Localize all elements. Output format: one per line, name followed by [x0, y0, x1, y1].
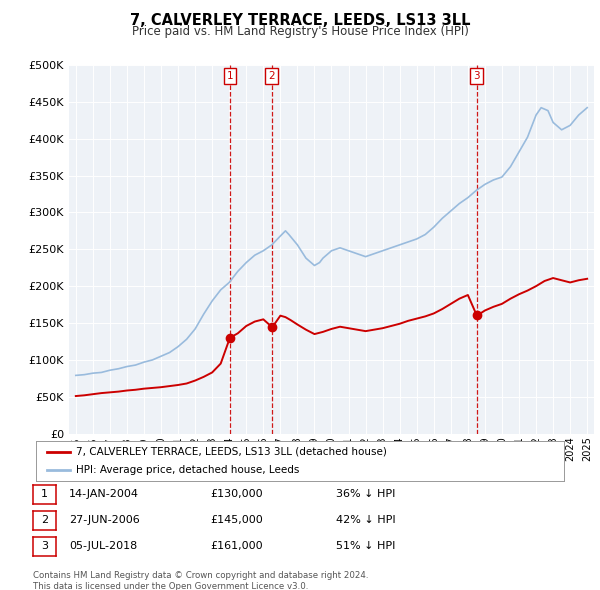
Text: 3: 3 [41, 542, 48, 551]
Text: Contains HM Land Registry data © Crown copyright and database right 2024.
This d: Contains HM Land Registry data © Crown c… [33, 571, 368, 590]
Text: £130,000: £130,000 [210, 490, 263, 499]
Text: 3: 3 [473, 71, 480, 81]
Text: 1: 1 [227, 71, 233, 81]
Text: 2: 2 [41, 516, 48, 525]
Text: 7, CALVERLEY TERRACE, LEEDS, LS13 3LL (detached house): 7, CALVERLEY TERRACE, LEEDS, LS13 3LL (d… [76, 447, 386, 457]
Text: 27-JUN-2006: 27-JUN-2006 [69, 516, 140, 525]
Text: 42% ↓ HPI: 42% ↓ HPI [336, 516, 395, 525]
Text: HPI: Average price, detached house, Leeds: HPI: Average price, detached house, Leed… [76, 465, 299, 475]
Text: 05-JUL-2018: 05-JUL-2018 [69, 542, 137, 551]
Text: 7, CALVERLEY TERRACE, LEEDS, LS13 3LL: 7, CALVERLEY TERRACE, LEEDS, LS13 3LL [130, 13, 470, 28]
Text: £145,000: £145,000 [210, 516, 263, 525]
Text: 1: 1 [41, 490, 48, 499]
Text: 2: 2 [268, 71, 275, 81]
Text: 36% ↓ HPI: 36% ↓ HPI [336, 490, 395, 499]
Text: 51% ↓ HPI: 51% ↓ HPI [336, 542, 395, 551]
Text: Price paid vs. HM Land Registry's House Price Index (HPI): Price paid vs. HM Land Registry's House … [131, 25, 469, 38]
Text: £161,000: £161,000 [210, 542, 263, 551]
Text: 14-JAN-2004: 14-JAN-2004 [69, 490, 139, 499]
